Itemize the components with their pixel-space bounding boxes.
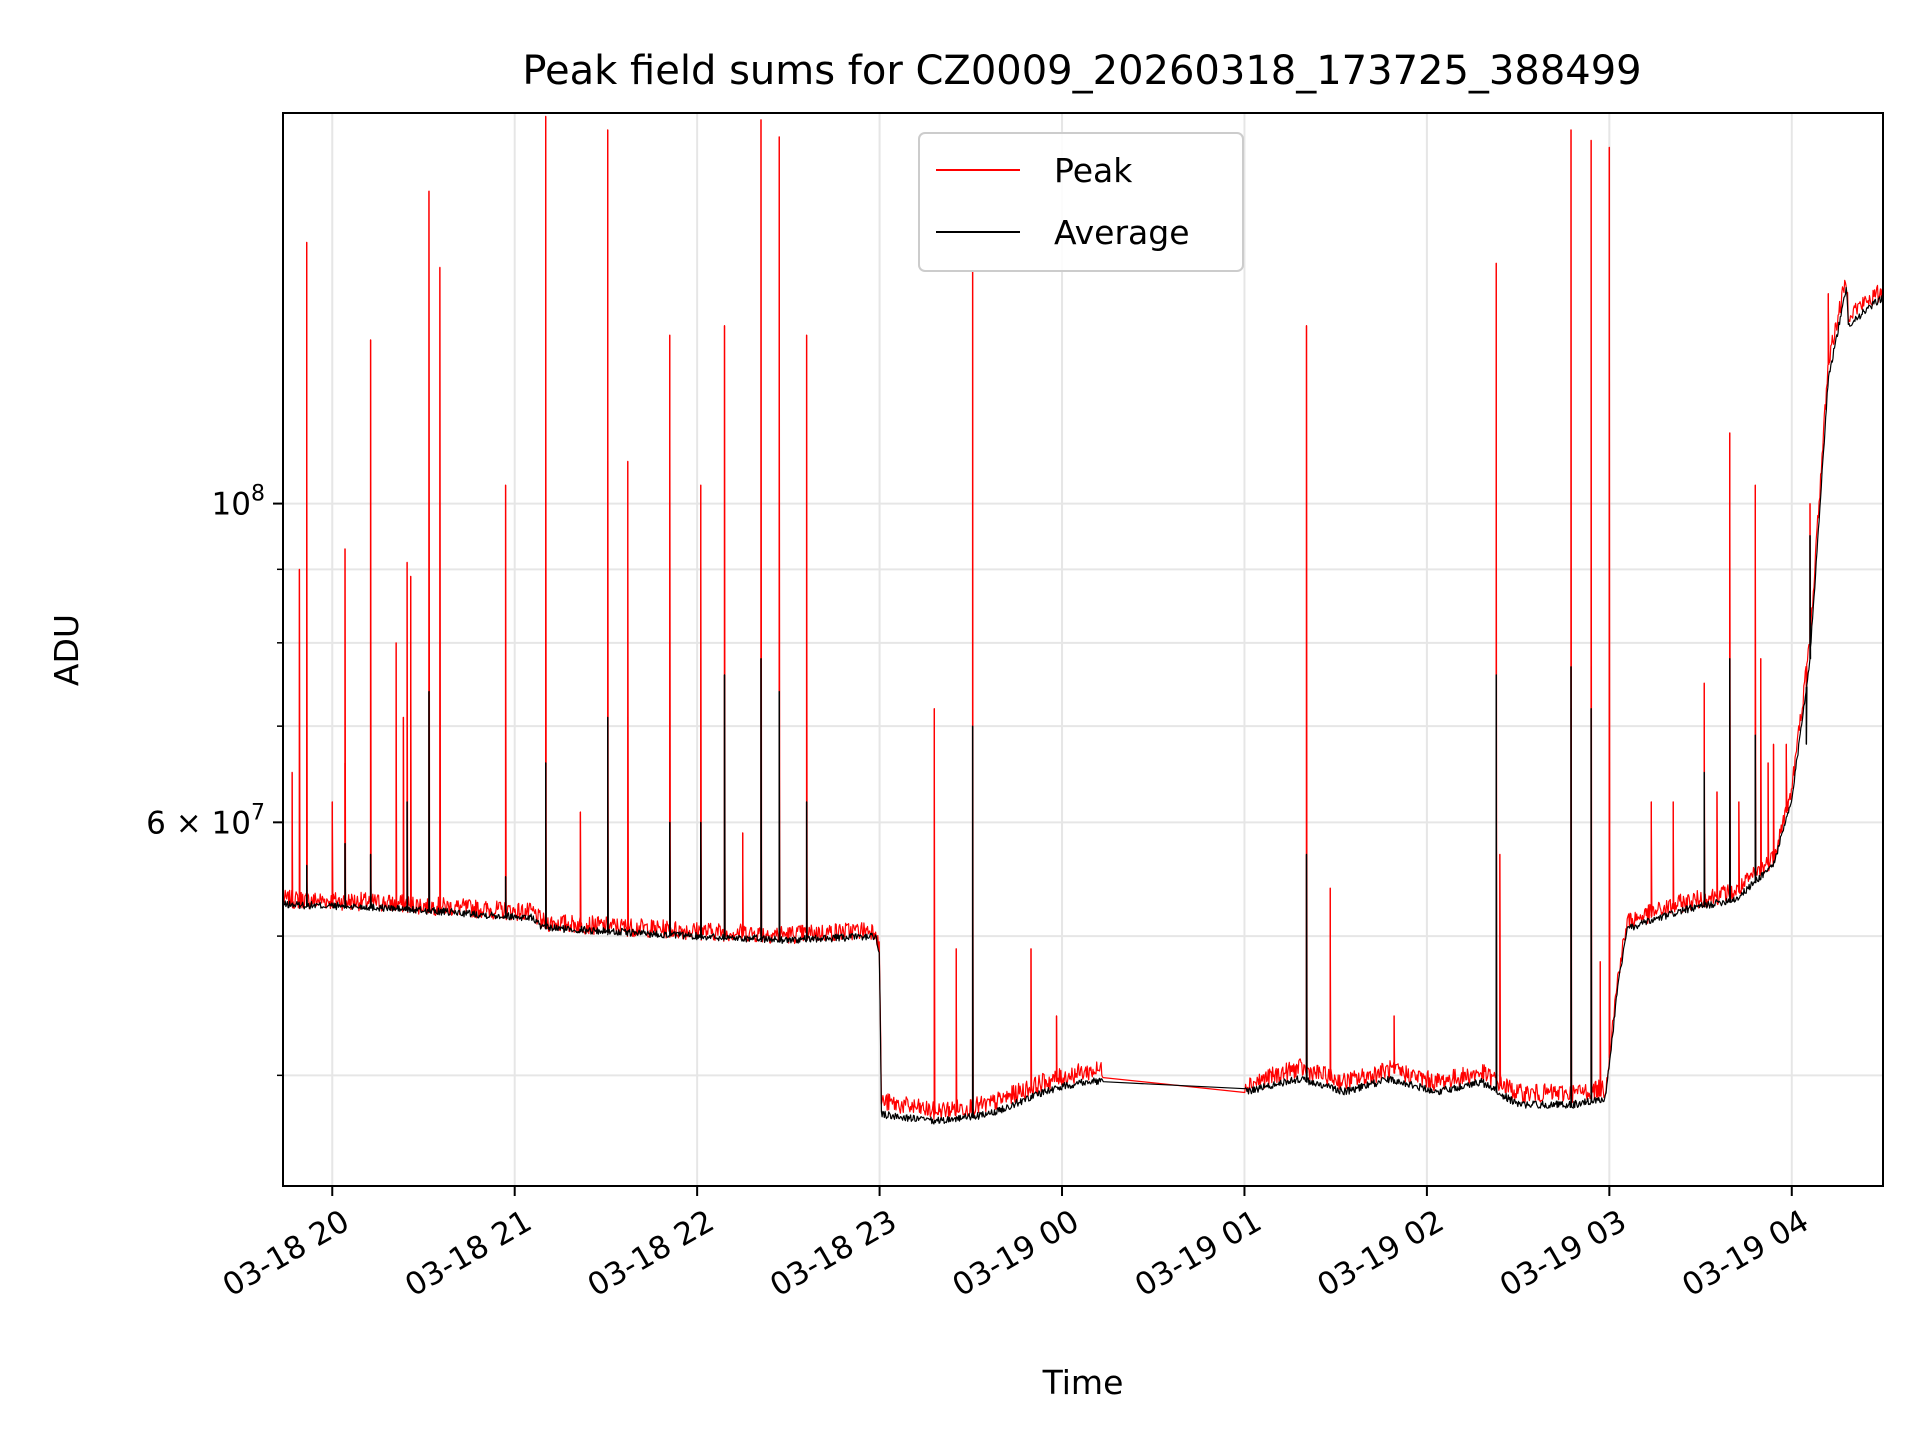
y-axis: 108 6 × 107 xyxy=(146,482,283,1077)
legend-average-label: Average xyxy=(1054,213,1190,252)
legend-peak-label: Peak xyxy=(1054,151,1133,190)
legend: Peak Average xyxy=(918,132,1244,272)
chart-title: Peak field sums for CZ0009_20260318_1737… xyxy=(522,48,1641,94)
y-tick-label: 108 xyxy=(212,482,265,523)
plot-frame xyxy=(282,112,1884,1187)
average-series-line xyxy=(283,286,1883,1125)
x-axis-label: Time xyxy=(1042,1363,1124,1402)
legend-box xyxy=(918,132,1244,272)
y-axis-label: ADU xyxy=(47,614,86,686)
series-average xyxy=(283,286,1883,1125)
series-layer xyxy=(283,115,1883,1125)
y-tick-label: 6 × 107 xyxy=(146,800,265,841)
peak-series-line xyxy=(283,115,1883,1120)
